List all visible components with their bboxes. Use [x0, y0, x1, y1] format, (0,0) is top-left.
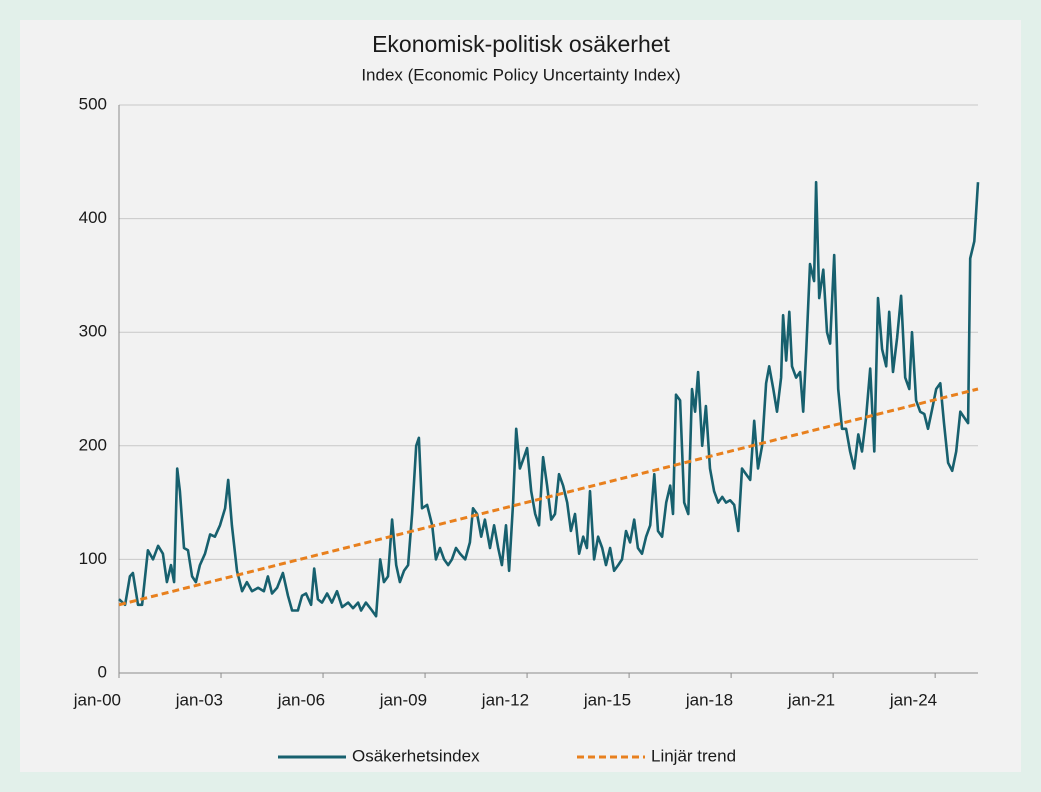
chart-title: Ekonomisk-politisk osäkerhet: [372, 31, 670, 57]
y-tick-label: 200: [79, 435, 107, 454]
y-tick-label: 400: [79, 208, 107, 227]
y-tick-label: 300: [79, 322, 107, 341]
x-tick-label: jan-03: [175, 690, 223, 709]
series-line: [118, 387, 979, 607]
x-tick-label: jan-00: [73, 690, 121, 709]
panel: [20, 20, 1021, 772]
series-line: [118, 180, 980, 618]
x-tick-label: jan-06: [277, 690, 325, 709]
x-tick-label: jan-12: [481, 690, 529, 709]
chart-subtitle: Index (Economic Policy Uncertainty Index…: [361, 65, 680, 84]
x-tick-label: jan-09: [379, 690, 427, 709]
y-tick-label: 500: [79, 94, 107, 113]
x-tick-label: jan-18: [685, 690, 733, 709]
y-tick-label: 0: [98, 662, 107, 681]
y-tick-label: 100: [79, 549, 107, 568]
x-tick-label: jan-21: [787, 690, 835, 709]
legend-label: Linjär trend: [651, 746, 736, 765]
legend-label: Osäkerhetsindex: [352, 746, 480, 765]
x-tick-label: jan-24: [889, 690, 937, 709]
x-tick-label: jan-15: [583, 690, 631, 709]
